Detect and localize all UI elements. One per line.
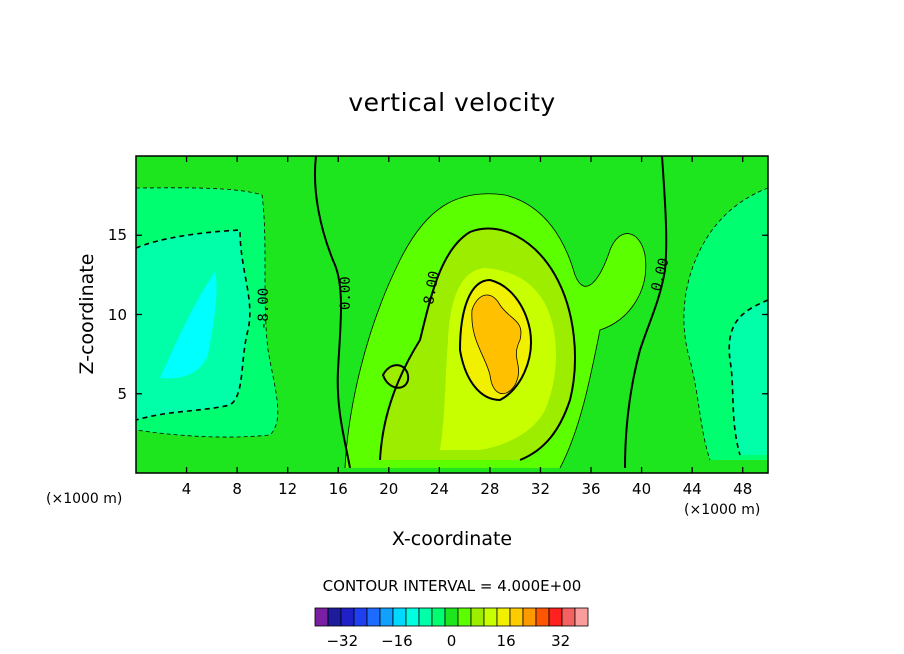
chart-title: vertical velocity (348, 88, 556, 117)
colorbar-swatch (431, 607, 446, 627)
x-tick-marks (185, 156, 744, 473)
colorbar-tick-label: −32 (326, 632, 359, 650)
colorbar-tick-label: 0 (446, 632, 457, 650)
contour-neg4-left (136, 187, 279, 438)
x-tick-label: 44 (682, 480, 702, 498)
contour-zero-left (313, 156, 351, 469)
contour-inline-labels: -8.00 0.00 8.00 0.00 (256, 256, 673, 330)
colorbar-swatch (392, 607, 407, 627)
colorbar-swatch (366, 607, 381, 627)
colorbar-tick-label: −16 (381, 632, 413, 650)
contour-pos8 (379, 227, 576, 461)
contour-label-pos8: 8.00 (421, 270, 443, 306)
x-tick-label: 20 (379, 480, 399, 498)
x-tick-label: 48 (733, 480, 753, 498)
colorbar-swatch (483, 607, 498, 627)
colorbar-swatch (548, 607, 563, 627)
contour-pos20 (471, 294, 522, 395)
fill-left-neg16 (160, 272, 217, 379)
colorbar-swatch (405, 607, 420, 627)
x-tick-label: 16 (328, 480, 348, 498)
y-tick-label: 5 (117, 384, 127, 403)
y-axis-label: Z-coordinate (76, 253, 98, 375)
x-tick-label: 32 (530, 480, 551, 498)
contour-lines (136, 156, 768, 469)
x-tick-label: 8 (232, 480, 242, 498)
colorbar-swatch (418, 607, 433, 627)
y-tick-marks (136, 234, 768, 395)
contour-pos4 (344, 193, 647, 469)
x-tick-label: 28 (480, 480, 500, 498)
contour-zero-right (624, 156, 668, 469)
colorbar-swatch (353, 607, 368, 627)
contour-small-loop (381, 364, 410, 389)
contour-pos16 (458, 278, 532, 402)
x-tick-label: 36 (581, 480, 601, 498)
x-tick-label: 24 (429, 480, 449, 498)
colorbar-swatch (470, 607, 485, 627)
contour-neg8-left (136, 229, 251, 421)
colorbar-swatch (457, 607, 472, 627)
y-tick-label: 15 (107, 226, 127, 245)
contour-fills (136, 156, 768, 473)
colorbar-swatch (444, 607, 459, 627)
colorbar-swatch (574, 607, 589, 627)
contour-interval-text: CONTOUR INTERVAL = 4.000E+00 (322, 577, 582, 595)
colorbar-swatch (496, 607, 511, 627)
fill-center-pos20 (471, 294, 521, 394)
colorbar (314, 607, 589, 627)
colorbar-tick-label: 32 (551, 632, 571, 650)
contour-label-zero-left: 0.00 (338, 276, 354, 310)
fill-right-neg8 (729, 300, 768, 455)
x-unit-right: (×1000 m) (684, 502, 761, 518)
colorbar-tick-label: 16 (496, 632, 516, 650)
contour-neg8-right (728, 299, 768, 456)
colorbar-swatch (340, 607, 355, 627)
x-tick-label: 12 (278, 480, 298, 498)
y-tick-label: 10 (107, 305, 127, 324)
colorbar-swatch (379, 607, 394, 627)
x-tick-label: 40 (632, 480, 652, 498)
colorbar-swatch (509, 607, 524, 627)
fill-center-small-blob (383, 365, 409, 388)
colorbar-swatch (522, 607, 537, 627)
x-tick-label: 4 (181, 480, 192, 498)
x-axis-label: X-coordinate (391, 528, 513, 550)
colorbar-swatch (561, 607, 576, 627)
x-unit-left: (×1000 m) (46, 491, 123, 507)
colorbar-swatch (535, 607, 550, 627)
colorbar-swatch (327, 607, 342, 627)
contour-label-neg8: -8.00 (256, 288, 272, 330)
colorbar-swatch (314, 607, 329, 627)
